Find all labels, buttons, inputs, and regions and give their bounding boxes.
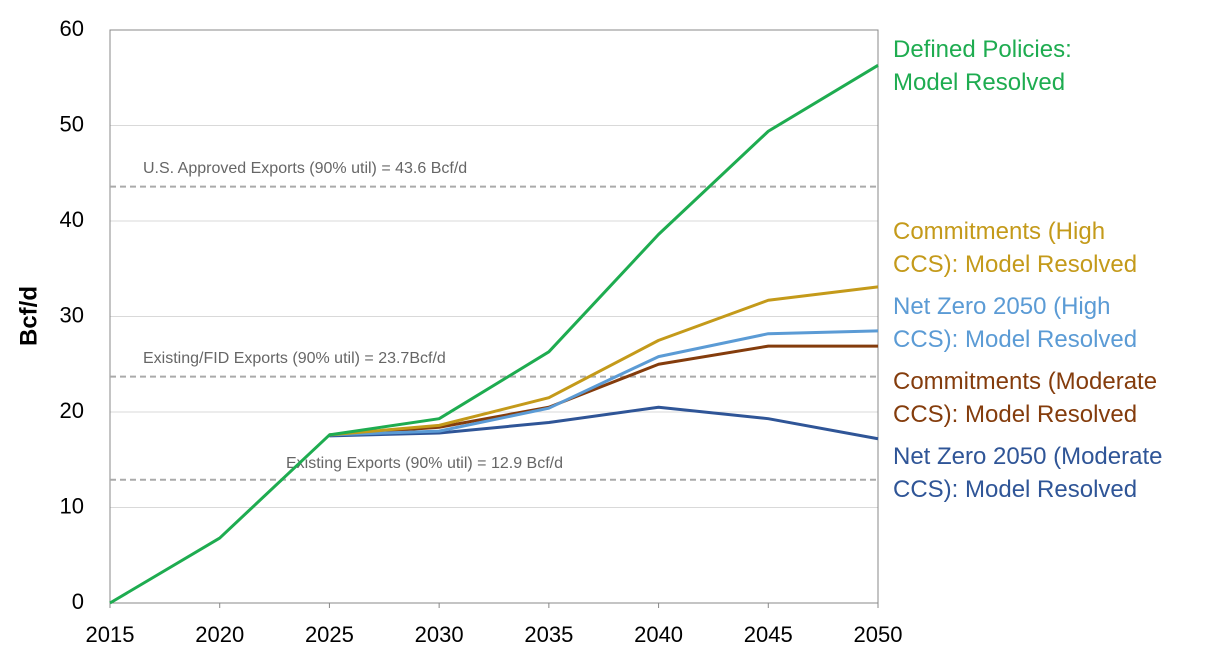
series-line [109,64,879,605]
legend-entry: Net Zero 2050 (Moderate CCS): Model Reso… [893,443,1163,503]
y-tick-label: 10 [60,493,84,518]
x-tick-label: 2030 [415,622,464,647]
y-tick-label: 20 [60,398,84,423]
x-tick-label: 2020 [195,622,244,647]
reference-label: Existing/FID Exports (90% util) = 23.7Bc… [143,350,446,367]
series-line [329,329,879,437]
y-tick-label: 40 [60,207,84,232]
y-tick-label: 0 [72,589,84,614]
series-line [329,285,879,437]
x-tick-label: 2040 [634,622,683,647]
x-tick-label: 2025 [305,622,354,647]
series-line [329,344,878,437]
x-tick-label: 2045 [744,622,793,647]
legend-entry: Commitments (Moderate CCS): Model Resolv… [893,368,1158,428]
x-tick-label: 2050 [854,622,903,647]
reference-label: U.S. Approved Exports (90% util) = 43.6 … [143,160,467,177]
x-tick-label: 2015 [86,622,135,647]
y-axis-label: Bcf/d [15,286,42,346]
plot-border [109,29,879,604]
legend-entry: Commitments (High CCS): Model Resolved [893,218,1138,278]
series-line [329,405,879,441]
y-tick-label: 60 [60,16,84,41]
reference-label: Existing Exports (90% util) = 12.9 Bcf/d [286,455,563,472]
legend-entry: Defined Policies: Model Resolved [893,36,1072,96]
legend-entry: Net Zero 2050 (High CCS): Model Resolved [893,293,1138,353]
y-tick-label: 50 [60,111,84,136]
y-tick-label: 30 [60,302,84,327]
x-tick-label: 2035 [524,622,573,647]
